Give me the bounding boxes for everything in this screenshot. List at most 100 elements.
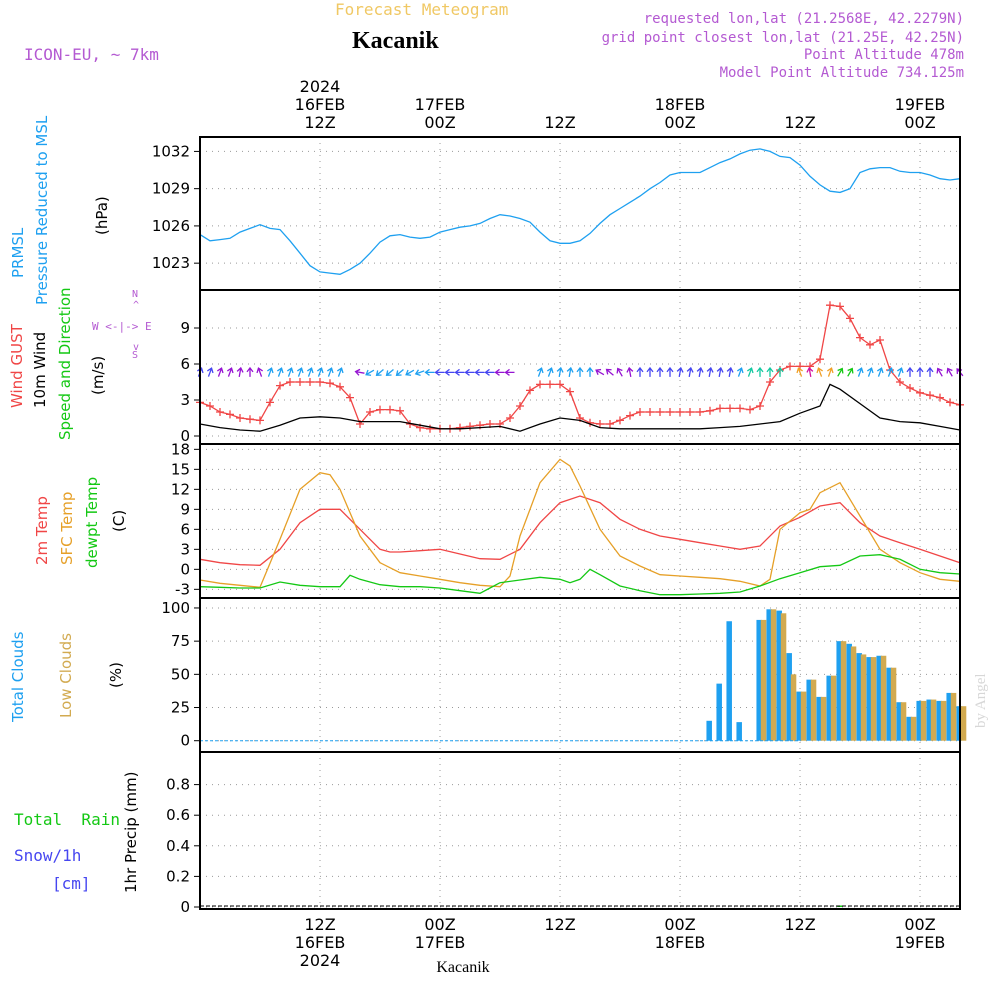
ytick-label: 50: [171, 665, 190, 683]
bar-total-clouds: [716, 683, 722, 741]
series-10m-wind: [199, 383, 961, 432]
bar-low-clouds: [920, 700, 927, 741]
snow-unit: [cm]: [52, 874, 91, 893]
gust-marker: [606, 420, 614, 428]
gust-marker: [376, 405, 384, 414]
bottom-time-label: 00Z: [424, 915, 455, 934]
gust-marker: [666, 408, 674, 416]
ytick-label: 3: [180, 540, 190, 558]
ytick-label: 0.8: [166, 776, 190, 794]
compass-s-arrow: v: [133, 342, 139, 353]
wind-arrow: [726, 366, 734, 377]
gust-marker: [526, 386, 534, 395]
gust-marker: [896, 378, 904, 386]
gust-marker: [816, 355, 824, 364]
gust-marker: [906, 384, 914, 392]
wind-arrow: [906, 366, 914, 377]
low-clouds-label: Low Clouds: [57, 633, 75, 718]
wind-arrow: [566, 366, 574, 377]
panel-frame: [199, 136, 961, 291]
rain-label: Total Rain: [14, 810, 120, 829]
gust-marker: [786, 362, 794, 371]
series-2m-temp: [199, 495, 961, 566]
temp2m-label: 2m Temp: [33, 496, 51, 565]
gust-label: Wind GUST: [8, 323, 26, 408]
wind-arrow: [296, 367, 304, 377]
product-title: Forecast Meteogram: [335, 0, 508, 19]
top-time-label: 18FEB: [655, 95, 706, 114]
gust-marker: [366, 408, 374, 416]
gust-marker: [296, 378, 304, 386]
bar-total-clouds: [936, 700, 942, 741]
bar-total-clouds: [766, 609, 772, 741]
bar-total-clouds: [916, 700, 922, 741]
bar-total-clouds: [796, 691, 802, 741]
bar-total-clouds: [816, 696, 822, 741]
gust-marker: [336, 382, 344, 391]
gust-marker: [636, 408, 644, 416]
series-prmsl: [199, 148, 961, 275]
location-title: Kacanik: [352, 28, 439, 54]
bottom-time-label: 2024: [300, 951, 341, 970]
gust-marker: [856, 333, 864, 342]
compass-n-arrow: ^: [133, 300, 139, 311]
ytick-label: 0: [180, 427, 190, 445]
gust-marker: [566, 387, 574, 396]
ytick-label: 25: [171, 699, 190, 717]
wind-arrow: [385, 369, 394, 376]
gust-marker: [326, 379, 334, 388]
gust-marker: [716, 404, 724, 413]
panel-frame: [199, 751, 961, 910]
gust-marker: [926, 391, 934, 400]
ytick-label: 0.2: [166, 867, 190, 885]
ytick-label: 6: [180, 520, 190, 538]
gust-marker: [426, 424, 434, 433]
bar-low-clouds: [820, 696, 827, 741]
gust-marker: [456, 423, 464, 432]
footer-location: Kacanik: [436, 959, 489, 976]
temp-unit: (C): [110, 510, 128, 532]
wind-arrow: [504, 368, 515, 376]
top-time-label: 19FEB: [895, 95, 946, 114]
wind-arrow: [414, 369, 425, 377]
gust-marker: [306, 378, 314, 386]
bottom-time-label: 00Z: [904, 915, 935, 934]
sfc-temp-label: SFC Temp: [58, 492, 76, 565]
panel-precipitation: 0 0.2 0.4 0.6 0.8: [166, 751, 961, 916]
compass-n: N: [132, 289, 138, 300]
wind-arrow: [626, 366, 634, 377]
ytick-label: 1023: [152, 254, 190, 272]
bottom-time-label: 18FEB: [655, 933, 706, 952]
ytick-label: 12: [171, 480, 190, 498]
wind-arrow: [806, 366, 814, 377]
compass-we: W <-|-> E: [92, 320, 152, 333]
wind-arrow: [375, 369, 384, 376]
bar-total-clouds: [926, 699, 932, 741]
bar-low-clouds: [790, 674, 797, 741]
wind-arrow: [826, 367, 834, 377]
bar-low-clouds: [810, 679, 817, 741]
bar-low-clouds: [770, 609, 777, 741]
gust-marker: [206, 402, 214, 410]
ytick-label: 15: [171, 460, 190, 478]
wind-arrow: [796, 367, 804, 377]
bar-total-clouds: [736, 722, 742, 741]
gust-marker: [936, 393, 944, 402]
wind-arrow: [676, 366, 684, 377]
wind-arrow: [656, 366, 664, 377]
bar-low-clouds: [940, 700, 947, 741]
wind-arrow: [216, 367, 224, 377]
wind-unit: (m/s): [89, 356, 107, 395]
ytick-label: 0.4: [166, 837, 190, 855]
bar-total-clouds: [866, 657, 872, 741]
wind-arrow: [576, 366, 584, 377]
gust-marker: [686, 408, 694, 416]
wind-arrow: [206, 367, 214, 377]
ytick-label: 100: [161, 599, 190, 617]
panel-frame: [199, 443, 961, 599]
top-time-label: 12Z: [304, 113, 335, 132]
bar-total-clouds: [856, 653, 862, 741]
top-time-label: 2024: [300, 77, 341, 96]
wind-arrow: [474, 368, 485, 376]
